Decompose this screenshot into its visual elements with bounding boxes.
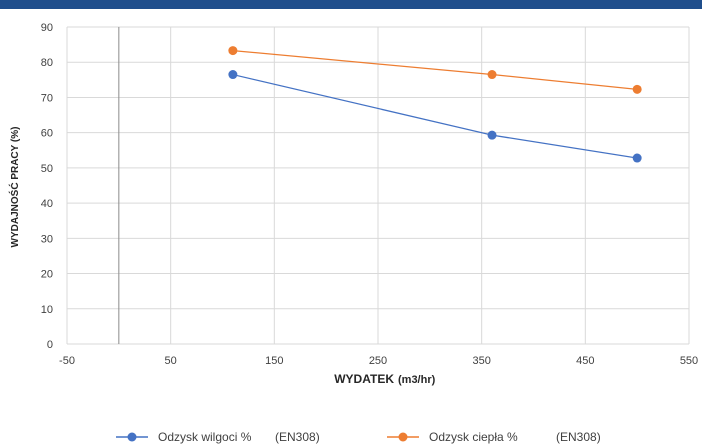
legend-item: Odzysk ciepła % (EN308)	[387, 430, 601, 444]
legend-note: (EN308)	[556, 430, 601, 444]
x-tick-label: 250	[369, 355, 387, 367]
x-tick-label: 450	[576, 355, 594, 367]
series-1	[228, 70, 642, 163]
y-tick-label: 20	[41, 269, 53, 281]
top-banner	[0, 0, 702, 9]
legend: Odzysk wilgoci % (EN308) Odzysk ciepła % (E…	[116, 430, 601, 444]
y-tick-label: 90	[41, 22, 53, 34]
gridlines	[66, 26, 690, 345]
data-point	[487, 130, 497, 140]
y-axis-ticks: 0 10 20 30 40 50 60 70 80 90	[41, 22, 53, 351]
series-line	[232, 49, 638, 90]
x-tick-label: 350	[472, 355, 490, 367]
x-tick-label: 50	[165, 355, 177, 367]
legend-marker	[398, 432, 408, 442]
series-line	[232, 73, 638, 159]
y-tick-label: 30	[41, 233, 53, 245]
data-point	[228, 70, 238, 80]
legend-note: (EN308)	[275, 430, 320, 444]
data-point	[632, 84, 642, 94]
y-tick-label: 70	[41, 92, 53, 104]
x-tick-label: 150	[265, 355, 283, 367]
legend-label: Odzysk wilgoci %	[158, 430, 252, 444]
data-point	[487, 70, 497, 80]
y-tick-label: 10	[41, 304, 53, 316]
x-axis-title: WYDATEK	[334, 372, 394, 386]
y-tick-label: 50	[41, 163, 53, 175]
y-axis-title: WYDAJNOŚĆ PRACY (%)	[8, 127, 21, 248]
y-tick-label: 60	[41, 128, 53, 140]
y-tick-label: 0	[47, 339, 53, 351]
y-tick-label: 80	[41, 57, 53, 69]
series-2	[228, 46, 642, 94]
legend-item: Odzysk wilgoci % (EN308)	[116, 430, 320, 444]
y-tick-label: 40	[41, 198, 53, 210]
legend-marker	[127, 432, 137, 442]
x-tick-label: -50	[59, 355, 75, 367]
legend-label: Odzysk ciepła %	[429, 430, 518, 444]
series-group	[228, 46, 642, 163]
x-tick-label: 550	[680, 355, 698, 367]
x-axis-ticks: -50 50 150 250 350 450 550	[59, 355, 698, 367]
data-point	[632, 153, 642, 163]
x-axis-unit: (m3/hr)	[398, 374, 436, 386]
data-point	[228, 46, 238, 56]
